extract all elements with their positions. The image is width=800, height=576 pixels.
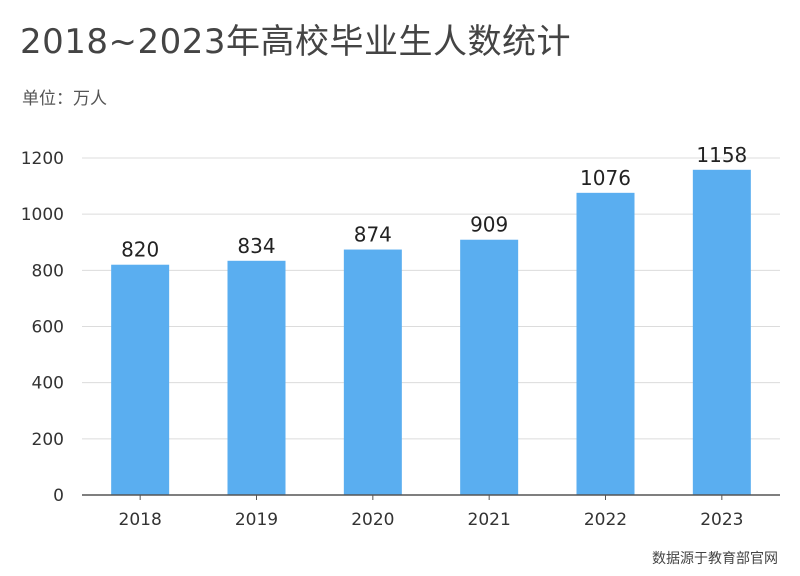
data-label-2023: 1158 <box>696 143 747 167</box>
y-tick-label: 1200 <box>21 149 64 169</box>
unit-label: 单位：万人 <box>22 89 107 109</box>
x-tick-label-2018: 2018 <box>119 510 162 530</box>
bar-2020 <box>343 249 402 495</box>
x-tick-label-2019: 2019 <box>235 510 278 530</box>
bars <box>111 169 751 496</box>
chart-title: 2018~2023年高校毕业生人数统计 <box>20 22 572 62</box>
x-tick-label-2023: 2023 <box>700 510 743 530</box>
data-label-2020: 874 <box>354 223 392 247</box>
x-tick-label-2020: 2020 <box>351 510 394 530</box>
y-tick-label: 200 <box>32 430 64 450</box>
data-label-2018: 820 <box>121 238 159 262</box>
bar-2022 <box>576 192 635 495</box>
gridlines <box>82 157 780 440</box>
data-label-2022: 1076 <box>580 166 631 190</box>
bar-2019 <box>227 260 286 495</box>
x-tick-label-2021: 2021 <box>468 510 511 530</box>
x-tick-label-2022: 2022 <box>584 510 627 530</box>
y-tick-label: 600 <box>32 318 64 338</box>
y-tick-label: 800 <box>32 261 64 281</box>
data-labels: 820 834 874 909 1076 1158 <box>121 143 747 262</box>
y-tick-label: 400 <box>32 374 64 394</box>
data-label-2021: 909 <box>470 213 508 237</box>
y-axis-ticks: 0 200 400 600 800 1000 1200 <box>21 149 64 506</box>
y-tick-label: 0 <box>53 486 64 506</box>
data-label-2019: 834 <box>237 234 275 258</box>
bar-2023 <box>692 169 751 496</box>
bar-2018 <box>111 264 170 495</box>
y-tick-label: 1000 <box>21 205 64 225</box>
x-axis-ticks: 2018 2019 2020 2021 2022 2023 <box>119 495 743 530</box>
bar-2021 <box>460 239 519 495</box>
source-note: 数据源于教育部官网 <box>652 551 778 567</box>
